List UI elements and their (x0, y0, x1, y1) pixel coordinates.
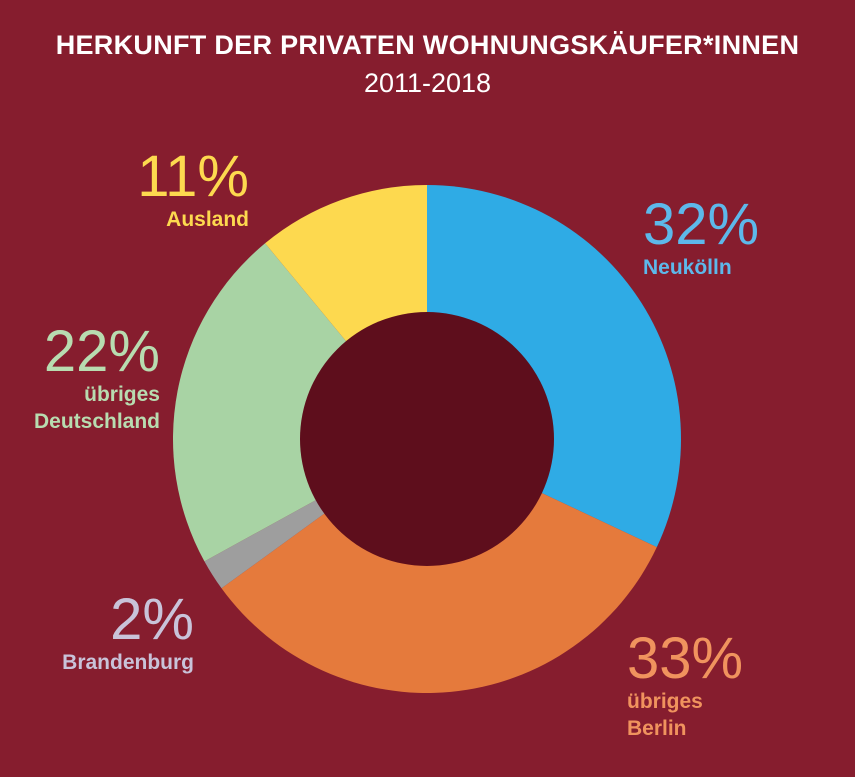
label-uebriges-berlin: 33% übriges Berlin (627, 630, 743, 742)
name-ausland: Ausland (166, 208, 249, 231)
name-neukoelln: Neukölln (643, 256, 732, 279)
slice-uebriges-deutschland (173, 243, 427, 562)
name-uebriges-deutschland-1: übriges (84, 383, 160, 406)
name-uebriges-berlin-2: Berlin (627, 717, 687, 740)
pct-brandenburg: 2% (110, 587, 194, 652)
chart-title: HERKUNFT DER PRIVATEN WOHNUNGSKÄUFER*INN… (55, 30, 800, 60)
pct-ausland: 11% (137, 144, 249, 209)
label-brandenburg: 2% Brandenburg (54, 591, 194, 676)
pct-neukoelln: 32% (643, 192, 760, 257)
label-neukoelln: 32% Neukölln (643, 196, 759, 281)
label-ausland: 11% Ausland (125, 148, 249, 233)
pct-uebriges-deutschland: 22% (43, 319, 160, 384)
slice-uebriges-berlin (221, 439, 657, 693)
chart-subtitle: 2011-2018 (363, 68, 492, 98)
name-brandenburg: Brandenburg (62, 651, 194, 674)
pct-uebriges-berlin: 33% (627, 626, 744, 691)
donut-hole (300, 312, 554, 566)
label-uebriges-deutschland: 22% übriges Deutschland (20, 323, 160, 435)
name-uebriges-deutschland-2: Deutschland (33, 410, 160, 433)
name-uebriges-berlin-1: übriges (627, 690, 703, 713)
